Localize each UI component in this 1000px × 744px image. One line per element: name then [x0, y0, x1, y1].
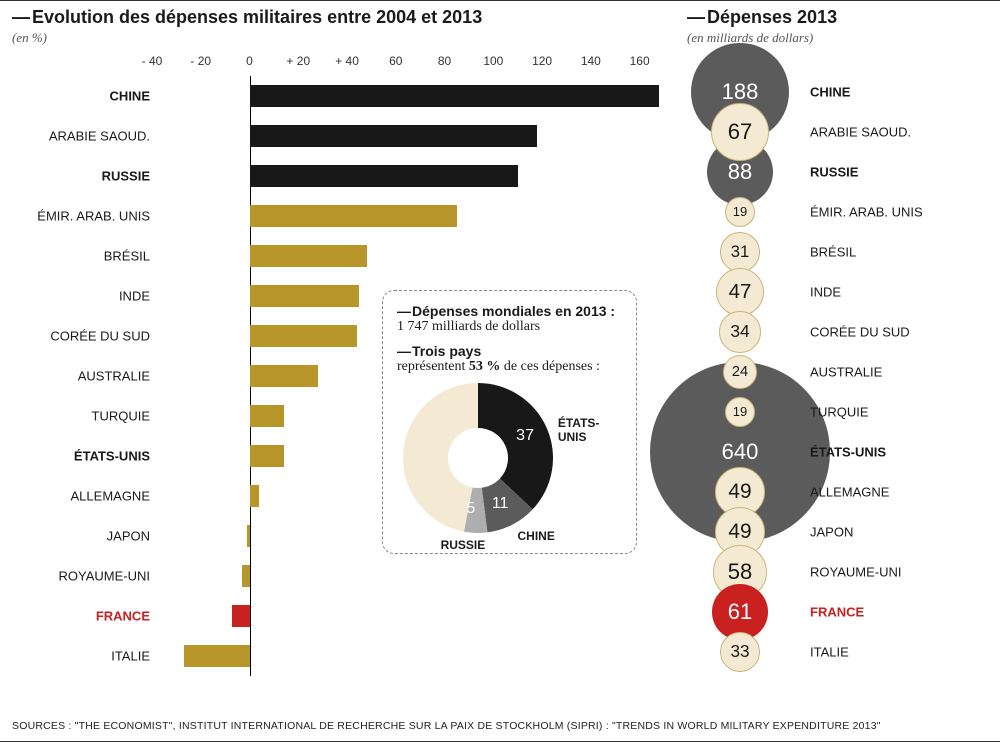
- bar: [250, 285, 360, 307]
- country-label: AUSTRALIE: [78, 369, 150, 384]
- bar: [250, 325, 357, 347]
- donut-label: CHINE: [517, 529, 554, 543]
- bubble-label: RUSSIE: [810, 165, 858, 180]
- bubble-label: CHINE: [810, 85, 850, 100]
- bar: [250, 485, 260, 507]
- country-label: FRANCE: [96, 609, 150, 624]
- bubble-chart-title: —Dépenses 2013: [687, 7, 988, 28]
- bubble-chart: 188CHINE67ARABIE SAOUD.88RUSSIE19ÉMIR. A…: [680, 72, 990, 702]
- bubble: 33: [720, 632, 761, 673]
- bubble: 67: [711, 103, 769, 161]
- axis-tick: 160: [630, 54, 650, 68]
- axis-tick: 120: [532, 54, 552, 68]
- donut-value: 11: [492, 495, 509, 513]
- bubble-label: ÉTATS-UNIS: [810, 445, 886, 460]
- axis-tick: + 40: [335, 54, 359, 68]
- country-label: CHINE: [110, 89, 150, 104]
- bubble-label: INDE: [810, 285, 841, 300]
- inset-line2: représentent 53 % de ces dépenses :: [397, 359, 622, 375]
- country-label: ITALIE: [111, 649, 150, 664]
- inset-line1-title: Dépenses mondiales en 2013 :: [412, 303, 615, 319]
- bar: [250, 165, 518, 187]
- bubble-label: BRÉSIL: [810, 245, 856, 260]
- bubble: 31: [720, 232, 760, 272]
- country-label: INDE: [119, 289, 150, 304]
- axis-tick: 60: [389, 54, 402, 68]
- bar-chart-title: —Evolution des dépenses militaires entre…: [12, 7, 677, 28]
- axis-tick: - 40: [142, 54, 163, 68]
- inset-line1-value: 1 747 milliards de dollars: [397, 319, 622, 335]
- bar: [250, 205, 457, 227]
- inset-box: —Dépenses mondiales en 2013 : 1 747 mill…: [382, 290, 637, 554]
- bubble-label: ALLEMAGNE: [810, 485, 889, 500]
- bubble-label: CORÉE DU SUD: [810, 325, 910, 340]
- bubble-label: ITALIE: [810, 645, 849, 660]
- donut-label: ÉTATS-UNIS: [558, 416, 600, 444]
- inset-line2-title: Trois pays: [412, 343, 481, 359]
- bubble-label: FRANCE: [810, 605, 864, 620]
- bubble-label: JAPON: [810, 525, 853, 540]
- axis-tick: 100: [483, 54, 503, 68]
- country-label: BRÉSIL: [104, 249, 150, 264]
- bar: [184, 645, 250, 667]
- donut-chart: 37ÉTATS-UNIS11CHINE5RUSSIE: [403, 383, 563, 543]
- country-label: ALLEMAGNE: [71, 489, 150, 504]
- bubble-label: AUSTRALIE: [810, 365, 882, 380]
- axis-tick: - 20: [190, 54, 211, 68]
- bubble: 19: [725, 197, 756, 228]
- country-label: CORÉE DU SUD: [50, 329, 150, 344]
- country-label: ROYAUME-UNI: [59, 569, 150, 584]
- axis-tick: 140: [581, 54, 601, 68]
- country-label: RUSSIE: [102, 169, 150, 184]
- donut-label: RUSSIE: [441, 538, 486, 552]
- donut-value: 5: [466, 500, 475, 518]
- bar: [250, 245, 367, 267]
- bar: [250, 405, 284, 427]
- axis-tick: + 20: [286, 54, 310, 68]
- donut-value: 37: [516, 427, 534, 445]
- bar: [250, 125, 538, 147]
- country-label: ARABIE SAOUD.: [49, 129, 150, 144]
- country-label: TURQUIE: [92, 409, 151, 424]
- source-line: SOURCES : "THE ECONOMIST", INSTITUT INTE…: [12, 720, 881, 732]
- bar: [242, 565, 249, 587]
- bubble-label: ÉMIR. ARAB. UNIS: [810, 205, 923, 220]
- bubble-label: ROYAUME-UNI: [810, 565, 901, 580]
- country-label: ÉTATS-UNIS: [74, 449, 150, 464]
- bubble: 34: [719, 311, 760, 352]
- axis-tick: 80: [438, 54, 451, 68]
- bar: [250, 445, 284, 467]
- axis-tick: 0: [246, 54, 253, 68]
- bubble: 47: [716, 268, 765, 317]
- bar: [250, 365, 318, 387]
- bubble-label: TURQUIE: [810, 405, 869, 420]
- country-label: ÉMIR. ARAB. UNIS: [37, 209, 150, 224]
- bar: [247, 525, 249, 547]
- bubble-label: ARABIE SAOUD.: [810, 125, 911, 140]
- country-label: JAPON: [107, 529, 150, 544]
- bar-chart-subtitle: (en %): [12, 30, 677, 46]
- bar: [232, 605, 249, 627]
- bar: [250, 85, 660, 107]
